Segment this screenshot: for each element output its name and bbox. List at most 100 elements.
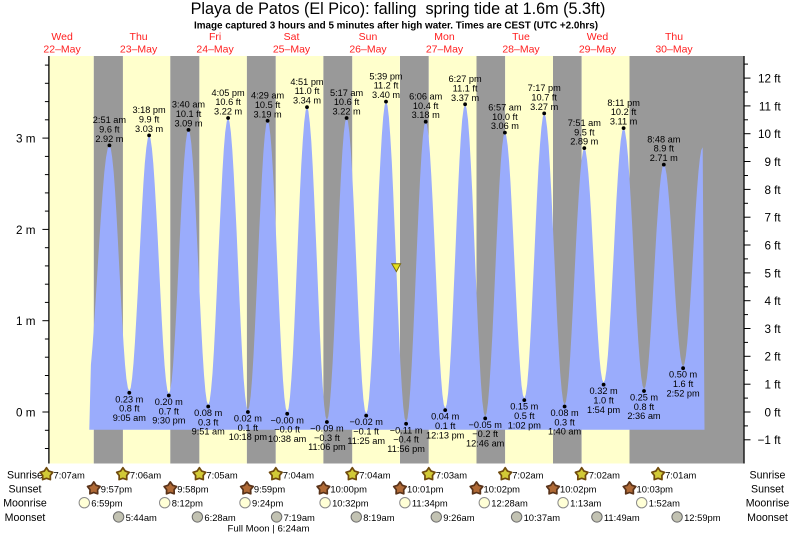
svg-text:28–May: 28–May <box>502 44 540 56</box>
svg-text:Thu: Thu <box>130 31 148 43</box>
svg-text:22–May: 22–May <box>43 44 81 56</box>
svg-text:−0.0 ft: −0.0 ft <box>274 425 300 435</box>
svg-text:7:02am: 7:02am <box>589 469 620 480</box>
svg-text:7:02am: 7:02am <box>512 469 543 480</box>
svg-text:7:03am: 7:03am <box>436 469 467 480</box>
svg-text:0.25 m: 0.25 m <box>630 393 658 403</box>
svg-text:11:25 am: 11:25 am <box>347 436 385 446</box>
svg-text:5:39 pm: 5:39 pm <box>369 71 403 81</box>
svg-text:6:27 pm: 6:27 pm <box>448 74 482 84</box>
svg-text:10.0 ft: 10.0 ft <box>492 112 518 122</box>
svg-text:4:05 pm: 4:05 pm <box>211 88 245 98</box>
svg-text:10:37am: 10:37am <box>524 512 561 523</box>
svg-text:1.0 ft: 1.0 ft <box>593 395 614 405</box>
svg-text:10.7 ft: 10.7 ft <box>531 93 557 103</box>
svg-text:8 ft: 8 ft <box>764 184 781 197</box>
svg-text:6 ft: 6 ft <box>764 239 781 252</box>
svg-text:9:57pm: 9:57pm <box>101 484 132 495</box>
svg-text:8.9 ft: 8.9 ft <box>654 144 675 154</box>
svg-text:4 ft: 4 ft <box>764 295 781 308</box>
svg-text:3.09 m: 3.09 m <box>174 118 202 128</box>
svg-text:10:38 am: 10:38 am <box>268 434 307 444</box>
svg-text:0.3 ft: 0.3 ft <box>554 417 575 427</box>
svg-text:8:12pm: 8:12pm <box>172 498 203 509</box>
svg-text:7:04am: 7:04am <box>283 469 314 480</box>
svg-text:7:06am: 7:06am <box>130 469 161 480</box>
svg-text:6:59pm: 6:59pm <box>91 498 122 509</box>
svg-text:9:26am: 9:26am <box>443 512 474 523</box>
svg-text:2 m: 2 m <box>16 224 35 237</box>
svg-text:10:03pm: 10:03pm <box>637 484 674 495</box>
svg-text:7 ft: 7 ft <box>764 212 781 225</box>
svg-text:3 ft: 3 ft <box>764 323 781 336</box>
svg-text:11.1 ft: 11.1 ft <box>453 84 478 94</box>
svg-text:10:01pm: 10:01pm <box>407 484 444 495</box>
svg-text:7:07am: 7:07am <box>54 469 85 480</box>
svg-text:7:04am: 7:04am <box>359 469 390 480</box>
svg-text:Tue: Tue <box>512 31 530 43</box>
svg-text:0.04 m: 0.04 m <box>431 412 459 422</box>
svg-text:0.08 m: 0.08 m <box>551 408 579 418</box>
svg-text:7:51 am: 7:51 am <box>568 118 602 128</box>
svg-text:0.50 m: 0.50 m <box>669 370 697 380</box>
svg-text:7:19am: 7:19am <box>284 512 315 523</box>
svg-text:Full Moon | 6:24am: Full Moon | 6:24am <box>228 524 310 535</box>
svg-text:6:28am: 6:28am <box>204 512 235 523</box>
svg-text:7:05am: 7:05am <box>206 469 237 480</box>
svg-text:11 ft: 11 ft <box>759 100 782 113</box>
svg-text:Sunrise: Sunrise <box>7 469 43 481</box>
svg-text:0.15 m: 0.15 m <box>510 402 538 412</box>
svg-text:9.6 ft: 9.6 ft <box>99 125 120 135</box>
svg-text:3.27 m: 3.27 m <box>530 102 558 112</box>
svg-text:−0.2 ft: −0.2 ft <box>472 429 498 439</box>
svg-text:24–May: 24–May <box>196 44 234 56</box>
svg-text:−0.3 ft: −0.3 ft <box>314 433 340 443</box>
svg-text:1 ft: 1 ft <box>764 379 781 392</box>
svg-text:10:18 pm: 10:18 pm <box>229 432 268 442</box>
svg-text:2.71 m: 2.71 m <box>650 153 678 163</box>
svg-text:9:51 am: 9:51 am <box>192 427 226 437</box>
svg-text:Sunset: Sunset <box>9 484 42 496</box>
svg-text:3.06 m: 3.06 m <box>491 121 519 131</box>
svg-text:3.22 m: 3.22 m <box>333 107 361 117</box>
svg-text:5:17 am: 5:17 am <box>330 88 364 98</box>
svg-text:3.22 m: 3.22 m <box>214 107 242 117</box>
svg-text:Moonset: Moonset <box>747 512 788 524</box>
svg-text:25–May: 25–May <box>273 44 311 56</box>
svg-text:Moonrise: Moonrise <box>3 498 47 510</box>
svg-text:3.18 m: 3.18 m <box>412 110 440 120</box>
svg-text:Mon: Mon <box>434 31 455 43</box>
svg-text:0.8 ft: 0.8 ft <box>119 404 140 414</box>
svg-text:7:01am: 7:01am <box>665 469 696 480</box>
svg-text:1.6 ft: 1.6 ft <box>673 379 694 389</box>
svg-text:3:18 pm: 3:18 pm <box>132 105 166 115</box>
svg-text:5 ft: 5 ft <box>764 267 781 280</box>
svg-text:10.2 ft: 10.2 ft <box>611 107 637 117</box>
svg-text:−0.4 ft: −0.4 ft <box>393 435 419 445</box>
svg-text:3 m: 3 m <box>16 133 35 146</box>
svg-text:10.1 ft: 10.1 ft <box>176 109 202 119</box>
svg-text:Moonrise: Moonrise <box>746 498 790 510</box>
svg-text:8:48 am: 8:48 am <box>647 134 681 144</box>
svg-text:−0.09 m: −0.09 m <box>310 424 344 434</box>
svg-text:3.11 m: 3.11 m <box>610 117 638 127</box>
svg-text:10.4 ft: 10.4 ft <box>413 101 439 111</box>
svg-text:11.2 ft: 11.2 ft <box>374 81 399 91</box>
svg-text:12:13 pm: 12:13 pm <box>426 430 465 440</box>
svg-text:11:56 pm: 11:56 pm <box>387 444 425 454</box>
svg-text:6:06 am: 6:06 am <box>409 92 443 102</box>
svg-text:Sat: Sat <box>284 31 300 43</box>
svg-text:12:28am: 12:28am <box>491 498 528 509</box>
svg-text:1:02 pm: 1:02 pm <box>508 420 542 430</box>
svg-text:Thu: Thu <box>665 31 683 43</box>
svg-text:0.8 ft: 0.8 ft <box>634 402 655 412</box>
svg-text:1:52am: 1:52am <box>649 498 680 509</box>
svg-text:8:19am: 8:19am <box>363 512 394 523</box>
svg-text:3.19 m: 3.19 m <box>254 109 282 119</box>
svg-text:Playa de Patos (El Pico): fall: Playa de Patos (El Pico): falling spring… <box>191 0 606 18</box>
svg-text:2.89 m: 2.89 m <box>570 137 598 147</box>
svg-text:Wed: Wed <box>51 31 73 43</box>
svg-text:27–May: 27–May <box>426 44 464 56</box>
svg-text:0.5 ft: 0.5 ft <box>514 411 535 421</box>
svg-text:10:32pm: 10:32pm <box>332 498 369 509</box>
